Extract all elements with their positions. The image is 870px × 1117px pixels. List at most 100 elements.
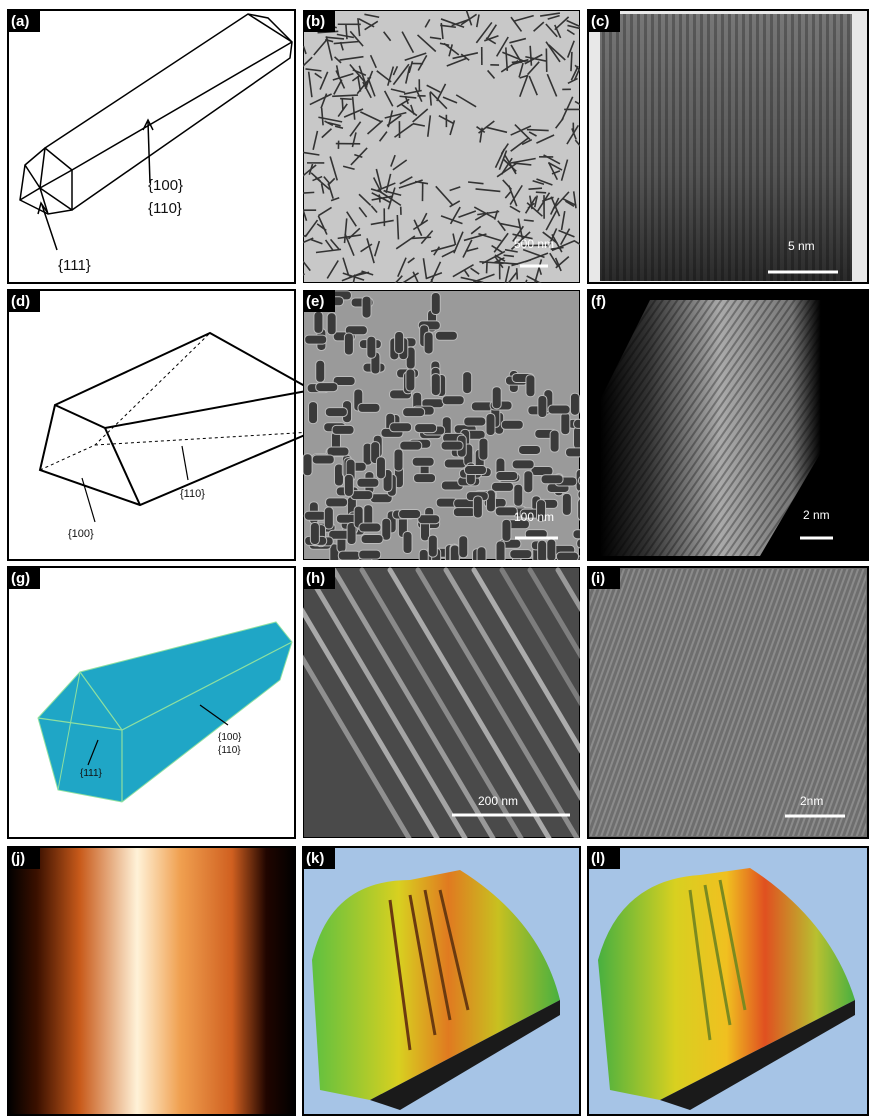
texture — [342, 98, 343, 110]
texture — [424, 332, 433, 354]
scale-bar-label: 100 nm — [514, 510, 554, 524]
annotation: {100} — [218, 732, 242, 743]
panel-c — [588, 10, 868, 283]
texture — [527, 130, 549, 131]
texture — [435, 331, 457, 340]
texture — [362, 296, 371, 318]
texture — [358, 403, 380, 412]
texture — [394, 449, 403, 471]
texture — [524, 471, 533, 493]
annotation: {111} — [58, 257, 91, 274]
scale-bar-label: 200 nm — [478, 794, 518, 808]
texture — [524, 220, 534, 221]
panel-k — [303, 847, 580, 1115]
texture — [441, 441, 463, 450]
texture — [492, 387, 501, 409]
scale-bar-label: 5 nm — [788, 239, 815, 253]
texture — [326, 498, 348, 507]
texture — [479, 438, 488, 460]
texture — [444, 459, 466, 468]
texture — [412, 457, 434, 466]
texture — [304, 511, 326, 520]
panel-label: (a) — [11, 13, 29, 30]
texture — [570, 393, 579, 415]
annotation: {100} — [68, 528, 94, 540]
texture — [574, 427, 583, 449]
texture — [312, 455, 334, 464]
annotation: {110} — [148, 200, 182, 217]
texture — [399, 510, 421, 519]
texture — [395, 331, 404, 353]
texture — [492, 482, 514, 491]
texture — [305, 335, 327, 344]
texture — [571, 52, 572, 71]
texture — [303, 192, 315, 193]
texture — [430, 92, 431, 105]
panel-label: (j) — [11, 850, 25, 867]
texture — [344, 333, 353, 355]
texture — [450, 545, 459, 567]
panel-label: (i) — [591, 570, 605, 587]
scale-bar-label: 2 nm — [803, 508, 830, 522]
texture — [418, 515, 440, 524]
texture — [496, 471, 518, 480]
texture — [531, 466, 553, 475]
texture — [359, 523, 381, 532]
texture — [442, 396, 464, 405]
texture — [578, 498, 587, 520]
texture — [548, 405, 570, 414]
panel-label: (h) — [306, 570, 325, 587]
texture — [310, 523, 319, 545]
texture — [556, 552, 578, 561]
texture — [316, 383, 338, 392]
texture — [519, 445, 541, 454]
texture — [357, 478, 379, 487]
annotation: {111} — [80, 768, 103, 779]
panel-d — [8, 290, 312, 560]
texture — [340, 99, 352, 100]
texture — [473, 496, 482, 518]
texture — [332, 425, 354, 434]
texture — [501, 420, 523, 429]
scale-bar-label: 2nm — [800, 794, 823, 808]
panel-label: (g) — [11, 570, 30, 587]
texture — [459, 536, 468, 558]
texture — [316, 360, 325, 382]
texture — [502, 519, 511, 541]
texture — [303, 454, 312, 476]
texture — [309, 402, 318, 424]
panel-label: (k) — [306, 850, 324, 867]
annotation: {110} — [180, 488, 205, 500]
texture — [400, 441, 422, 450]
texture — [415, 424, 437, 433]
texture — [376, 457, 385, 479]
texture — [351, 491, 373, 500]
panel-label: (c) — [591, 13, 609, 30]
annotation: {110} — [218, 745, 241, 756]
texture — [428, 535, 437, 557]
panel-i — [588, 567, 868, 838]
texture — [512, 460, 534, 469]
figure: {100} {110} {111} {110} {100} {100} {110… — [0, 0, 870, 1117]
texture — [561, 413, 570, 435]
texture — [547, 539, 556, 561]
texture — [403, 408, 425, 417]
texture — [576, 469, 585, 491]
texture — [361, 535, 383, 544]
texture — [514, 484, 523, 506]
panel-j — [8, 847, 295, 1115]
texture — [487, 262, 488, 273]
texture — [406, 369, 415, 391]
texture — [367, 336, 376, 358]
texture — [529, 188, 543, 189]
texture — [414, 474, 436, 483]
texture — [390, 423, 412, 432]
texture — [431, 293, 440, 315]
texture — [453, 508, 475, 517]
panel-label: (l) — [591, 850, 605, 867]
panel-b — [286, 10, 595, 297]
panel-label: (f) — [591, 293, 606, 310]
texture — [344, 474, 353, 496]
texture — [541, 475, 563, 484]
texture — [431, 374, 440, 396]
